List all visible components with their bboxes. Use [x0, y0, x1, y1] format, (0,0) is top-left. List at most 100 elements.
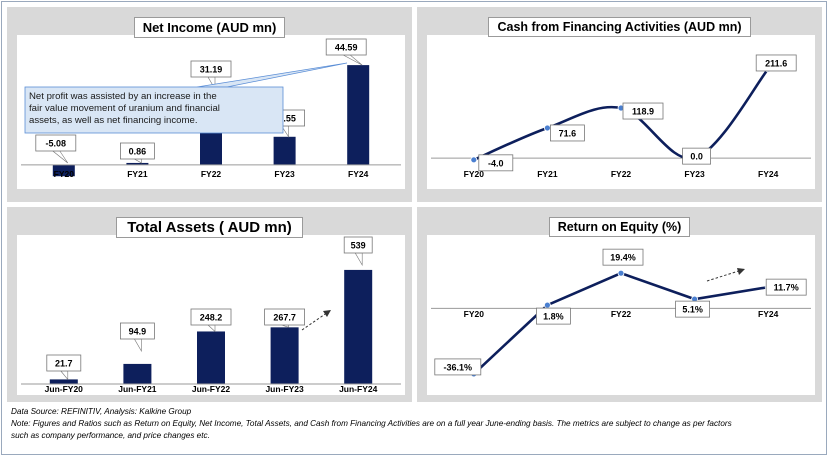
roe-plot-area: FY20FY21FY22FY23FY24-36.1%1.8%19.4%5.1%1…	[427, 235, 815, 395]
total-assets-x-tick-jun-fy20: Jun-FY20	[45, 384, 84, 394]
cash-financing-data-label-fy23-box	[682, 147, 712, 165]
total-assets-bar-jun-fy24	[344, 269, 373, 384]
roe-point-fy21	[544, 301, 551, 309]
roe-x-tick-fy24: FY24	[758, 309, 779, 319]
cash-financing-data-label-fy24-box	[755, 54, 797, 72]
cash-financing-chart: FY20 FY21 FY22 FY23 FY24 -4.0 71.6 118.9 0.0 211.…	[431, 54, 811, 179]
net-income-data-label-fy22: 31.19	[200, 65, 223, 75]
total-assets-data-label-jun-fy23-box	[264, 308, 306, 326]
roe-data-label-fy21-box	[536, 307, 571, 325]
roe-data-label-fy22-box	[602, 248, 644, 266]
net-income-data-label-fy21-box	[120, 142, 155, 160]
net-income-bar-fy20	[52, 164, 75, 177]
roe-series-line	[472, 271, 769, 375]
roe-data-label-fy20-box	[434, 358, 482, 376]
total-assets-plot-area: Jun-FY20 Jun-FY21 Jun-FY22 Jun-FY23 Jun-FY24…	[17, 235, 405, 395]
cash-financing-data-label-fy21: 71.6	[559, 128, 577, 138]
net-income-x-tick-fy20: FY20	[54, 169, 75, 179]
cash-financing-data-label-fy20-box	[478, 154, 514, 172]
total-assets-data-label-jun-fy20: 21.7	[55, 359, 73, 369]
cash-financing-x-tick-fy23: FY23	[684, 169, 705, 179]
net-income-data-label-fy20-box	[35, 134, 77, 152]
roe-trend-arrow-head	[737, 268, 745, 275]
roe-data-label-fy20: -36.1%	[444, 362, 473, 372]
total-assets-x-tick-jun-fy23: Jun-FY23	[265, 384, 304, 394]
net-income-x-tick-fy22: FY22	[201, 169, 222, 179]
roe-data-label-fy21: 1.8%	[543, 312, 564, 322]
net-income-data-label-fy21: 0.86	[129, 147, 147, 157]
net-income-x-tick-fy24: FY24	[348, 169, 369, 179]
roe-point-fy22	[617, 269, 625, 277]
net-income-data-label-fy20: -5.08	[46, 139, 67, 149]
total-assets-data-label-jun-fy22: 248.2	[200, 313, 223, 323]
roe-panel: FY20FY21FY22FY23FY24-36.1%1.8%19.4%5.1%1…	[417, 207, 822, 402]
total-assets-data-label-jun-fy23: 267.7	[273, 313, 296, 323]
total-assets-x-tick-jun-fy24: Jun-FY24	[339, 384, 378, 394]
roe-data-label-fy24: 11.7%	[774, 283, 799, 293]
net-income-label-pointer-0	[51, 150, 69, 164]
cash-financing-data-label-fy21-box	[550, 124, 585, 142]
cash-financing-x-tick-fy24: FY24	[758, 169, 779, 179]
total-assets-data-label-jun-fy24: 539	[351, 241, 366, 251]
total-assets-trend-arrow-head	[323, 310, 331, 317]
disclaimer-note-line-1: Note: Figures and Ratios such as Return …	[11, 419, 732, 428]
total-assets-chart: Jun-FY20 Jun-FY21 Jun-FY22 Jun-FY23 Jun-FY24…	[21, 236, 401, 394]
total-assets-data-label-jun-fy21: 94.9	[129, 327, 147, 337]
total-assets-label-pointer-2	[207, 324, 216, 333]
net-income-data-label-fy22-box	[190, 60, 232, 78]
net-income-bar-fy24	[347, 65, 370, 165]
cash-financing-series-line	[473, 68, 770, 162]
cash-financing-plot-area: FY20 FY21 FY22 FY23 FY24 -4.0 71.6 118.9 0.0 211.…	[427, 35, 815, 189]
net-income-annotation: Net profit was assisted by an increase i…	[29, 91, 220, 126]
total-assets-data-label-jun-fy21-box	[120, 322, 155, 340]
roe-title: Return on Equity (%)	[548, 217, 691, 237]
net-income-callout-box	[24, 86, 284, 134]
total-assets-label-pointer-4	[354, 252, 363, 267]
cash-financing-x-tick-fy20: FY20	[464, 169, 485, 179]
total-assets-bar-jun-fy22	[197, 331, 225, 384]
disclaimer-note-line-2: such as company performance, and price c…	[11, 431, 210, 440]
total-assets-panel: Jun-FY20 Jun-FY21 Jun-FY22 Jun-FY23 Jun-FY24…	[7, 207, 412, 402]
roe-x-tick-fy20: FY20	[464, 309, 485, 319]
net-income-bar-fy23	[273, 136, 296, 165]
total-assets-label-pointer-0	[60, 370, 69, 381]
net-income-label-pointer-1	[133, 158, 142, 164]
net-income-annotation-line: assets, as well as net financing income.	[29, 115, 198, 126]
net-income-plot-area: FY20 FY21 FY22 FY23 FY24 -5.08 0.86 31.19 12.55 4…	[17, 35, 405, 189]
total-assets-label-pointer-1	[133, 338, 142, 353]
cash-financing-data-label-fy20: -4.0	[488, 158, 504, 168]
cash-financing-point-fy21	[544, 124, 551, 132]
net-income-x-tick-fy23: FY23	[274, 169, 295, 179]
net-income-chart: FY20 FY21 FY22 FY23 FY24 -5.08 0.86 31.19 12.55 4…	[21, 38, 401, 179]
total-assets-x-tick-jun-fy21: Jun-FY21	[118, 384, 157, 394]
total-assets-data-label-jun-fy20-box	[46, 354, 82, 372]
roe-data-label-fy24-box	[765, 278, 807, 296]
total-assets-bar-jun-fy21	[123, 363, 152, 384]
cash-financing-data-label-fy22: 118.9	[632, 107, 654, 117]
roe-chart: FY20FY21FY22FY23FY24-36.1%1.8%19.4%5.1%1…	[431, 248, 811, 378]
total-assets-x-tick-jun-fy22: Jun-FY22	[192, 384, 231, 394]
cash-financing-point-fy20	[470, 156, 478, 164]
total-assets-bar-jun-fy20	[49, 379, 78, 384]
net-income-bar-fy21	[126, 162, 149, 165]
cash-financing-data-label-fy22-box	[622, 102, 664, 120]
roe-x-tick-fy22: FY22	[611, 309, 632, 319]
total-assets-data-label-jun-fy24-box	[343, 236, 373, 254]
total-assets-bar-jun-fy23	[270, 327, 299, 384]
net-income-data-label-fy24: 44.59	[335, 43, 358, 53]
roe-data-label-fy23-box	[675, 300, 711, 318]
cash-financing-panel: FY20 FY21 FY22 FY23 FY24 -4.0 71.6 118.9 0.0 211.…	[417, 7, 822, 202]
cash-financing-data-label-fy24: 211.6	[765, 58, 787, 68]
net-income-data-label-fy23: 12.55	[273, 114, 296, 124]
cash-financing-title: Cash from Financing Activities (AUD mn)	[488, 17, 751, 37]
net-income-x-tick-fy21: FY21	[127, 169, 148, 179]
net-income-annotation-line: fair value movement of uranium and finan…	[29, 103, 220, 114]
roe-data-label-fy23: 5.1%	[682, 305, 703, 315]
net-income-title: Net Income (AUD mn)	[133, 17, 286, 38]
cash-financing-data-label-fy23: 0.0	[690, 152, 703, 162]
total-assets-title: Total Assets ( AUD mn)	[116, 217, 303, 238]
roe-data-label-fy22: 19.4%	[610, 253, 636, 263]
cash-financing-x-tick-fy22: FY22	[611, 169, 632, 179]
net-income-data-label-fy24-box	[325, 38, 367, 56]
